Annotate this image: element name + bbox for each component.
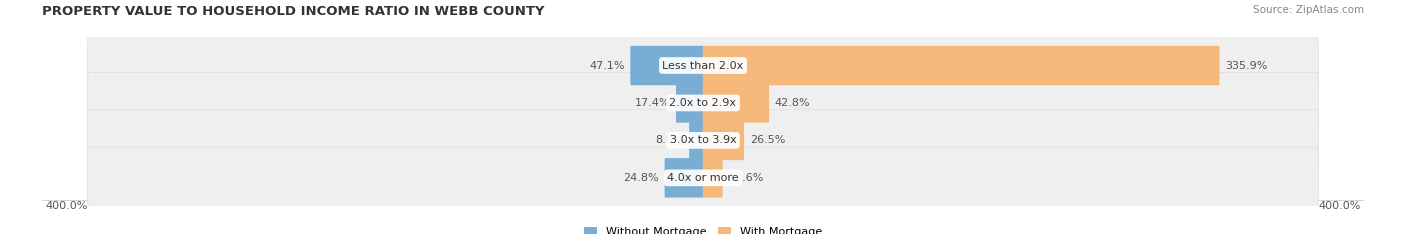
Legend: Without Mortgage, With Mortgage: Without Mortgage, With Mortgage: [583, 227, 823, 234]
Text: 17.4%: 17.4%: [634, 98, 671, 108]
Text: 26.5%: 26.5%: [749, 135, 785, 145]
Text: 2.0x to 2.9x: 2.0x to 2.9x: [669, 98, 737, 108]
FancyBboxPatch shape: [703, 121, 744, 160]
FancyBboxPatch shape: [87, 147, 1319, 208]
FancyBboxPatch shape: [703, 158, 723, 197]
Text: 4.0x or more: 4.0x or more: [668, 173, 738, 183]
FancyBboxPatch shape: [87, 35, 1319, 96]
Text: 24.8%: 24.8%: [623, 173, 659, 183]
Text: 335.9%: 335.9%: [1226, 61, 1268, 70]
FancyBboxPatch shape: [703, 83, 769, 123]
FancyBboxPatch shape: [703, 46, 1219, 85]
Text: 3.0x to 3.9x: 3.0x to 3.9x: [669, 135, 737, 145]
FancyBboxPatch shape: [630, 46, 703, 85]
Text: Source: ZipAtlas.com: Source: ZipAtlas.com: [1253, 5, 1364, 15]
Text: 42.8%: 42.8%: [775, 98, 810, 108]
Text: 12.6%: 12.6%: [728, 173, 763, 183]
Text: 47.1%: 47.1%: [589, 61, 624, 70]
FancyBboxPatch shape: [689, 121, 703, 160]
Text: 8.8%: 8.8%: [655, 135, 683, 145]
FancyBboxPatch shape: [676, 83, 703, 123]
Text: 400.0%: 400.0%: [1319, 201, 1361, 211]
Text: 400.0%: 400.0%: [45, 201, 87, 211]
FancyBboxPatch shape: [87, 72, 1319, 134]
FancyBboxPatch shape: [665, 158, 703, 197]
Text: Less than 2.0x: Less than 2.0x: [662, 61, 744, 70]
FancyBboxPatch shape: [87, 110, 1319, 171]
Text: PROPERTY VALUE TO HOUSEHOLD INCOME RATIO IN WEBB COUNTY: PROPERTY VALUE TO HOUSEHOLD INCOME RATIO…: [42, 5, 544, 18]
